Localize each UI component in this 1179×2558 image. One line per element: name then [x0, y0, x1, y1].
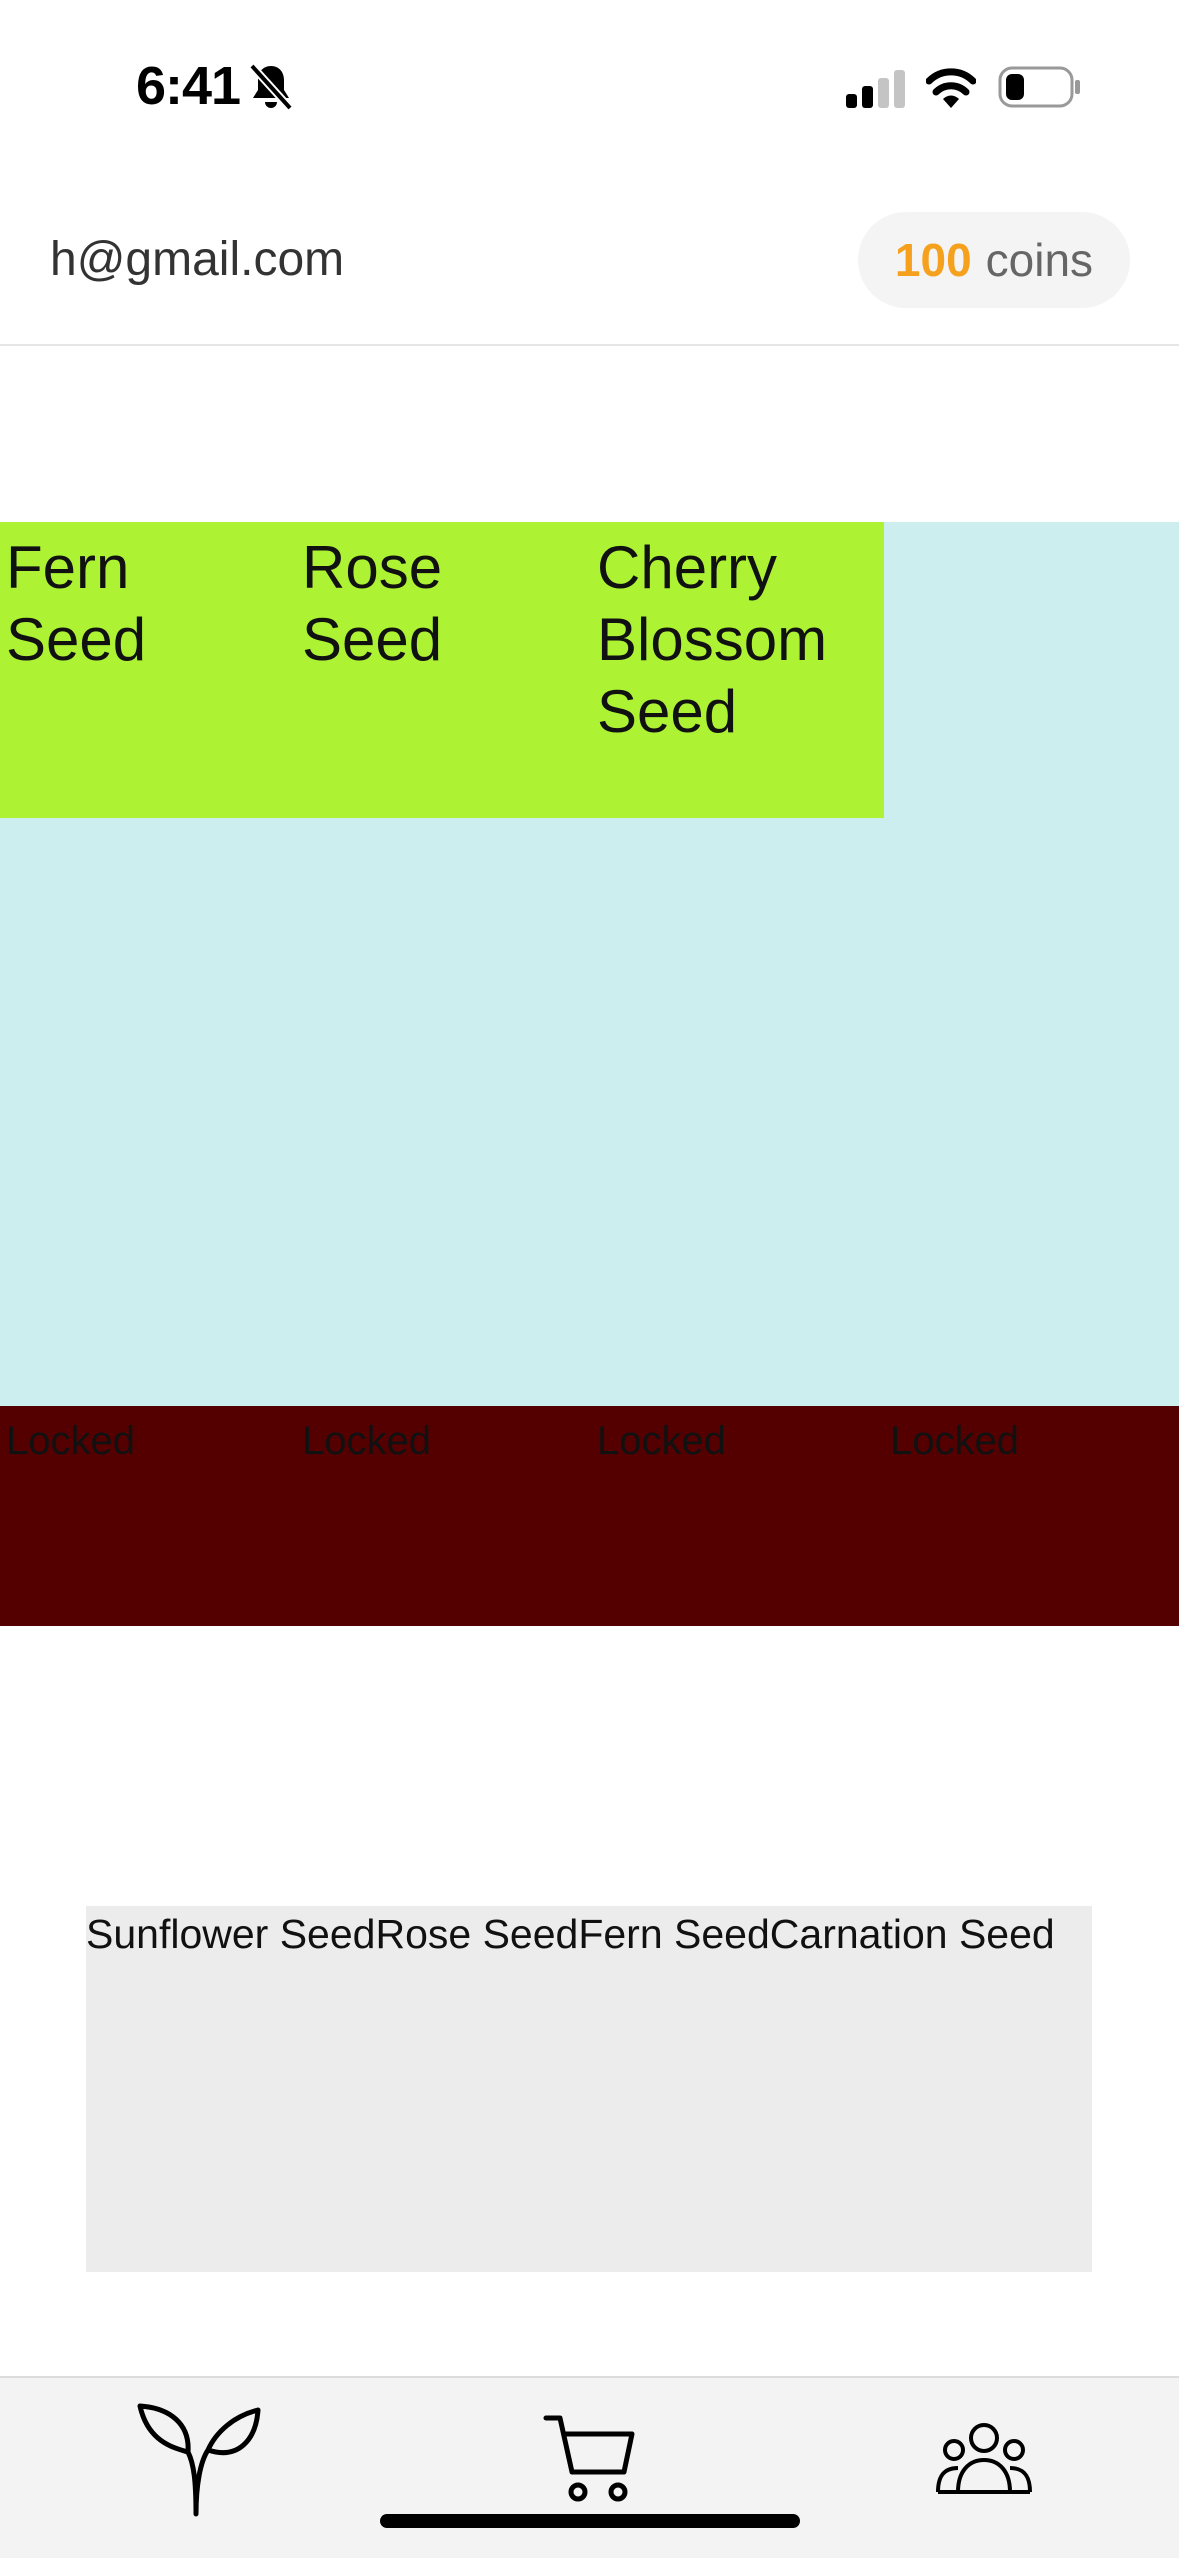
users-icon[interactable] [936, 2420, 1032, 2496]
locked-plot[interactable]: Locked [597, 1419, 726, 1463]
sprout-icon[interactable] [134, 2402, 264, 2518]
coin-balance-badge: 100 coins [858, 212, 1130, 308]
locked-plot[interactable]: Locked [890, 1419, 1019, 1463]
bell-slash-icon [249, 63, 293, 111]
inventory-list: Sunflower Seed Rose Seed Fern Seed Carna… [86, 1906, 1055, 1962]
coin-label: coins [985, 234, 1094, 286]
inventory-item-rose[interactable]: Rose Seed [375, 1911, 579, 1957]
wifi-icon [926, 68, 976, 108]
cart-icon[interactable] [542, 2410, 638, 2506]
cellular-signal-icon [846, 70, 905, 108]
home-indicator [380, 2514, 800, 2528]
seed-plot-cherry-blossom[interactable]: Cherry Blossom Seed [597, 534, 828, 745]
seed-inventory: Sunflower Seed Rose Seed Fern Seed Carna… [86, 1906, 1092, 2272]
inventory-item-carnation[interactable]: Carnation Seed [769, 1911, 1055, 1957]
inventory-item-fern[interactable]: Fern Seed [578, 1911, 770, 1957]
coin-count: 100 [894, 234, 972, 286]
seed-plot-fern[interactable]: Fern Seed [6, 534, 147, 673]
header-divider [0, 344, 1179, 346]
seed-row: Fern Seed Rose Seed Cherry Blossom Seed [0, 522, 884, 818]
tab-bar [0, 2376, 1179, 2558]
locked-plot[interactable]: Locked [6, 1419, 135, 1463]
locked-plot[interactable]: Locked [302, 1419, 431, 1463]
status-time: 6:41 [136, 56, 241, 116]
seed-plot-rose[interactable]: Rose Seed [302, 534, 443, 673]
locked-row: Locked Locked Locked Locked [0, 1406, 1179, 1626]
inventory-item-sunflower[interactable]: Sunflower Seed [86, 1911, 376, 1957]
user-email: h@gmail.com [50, 233, 345, 286]
battery-icon [998, 66, 1080, 108]
